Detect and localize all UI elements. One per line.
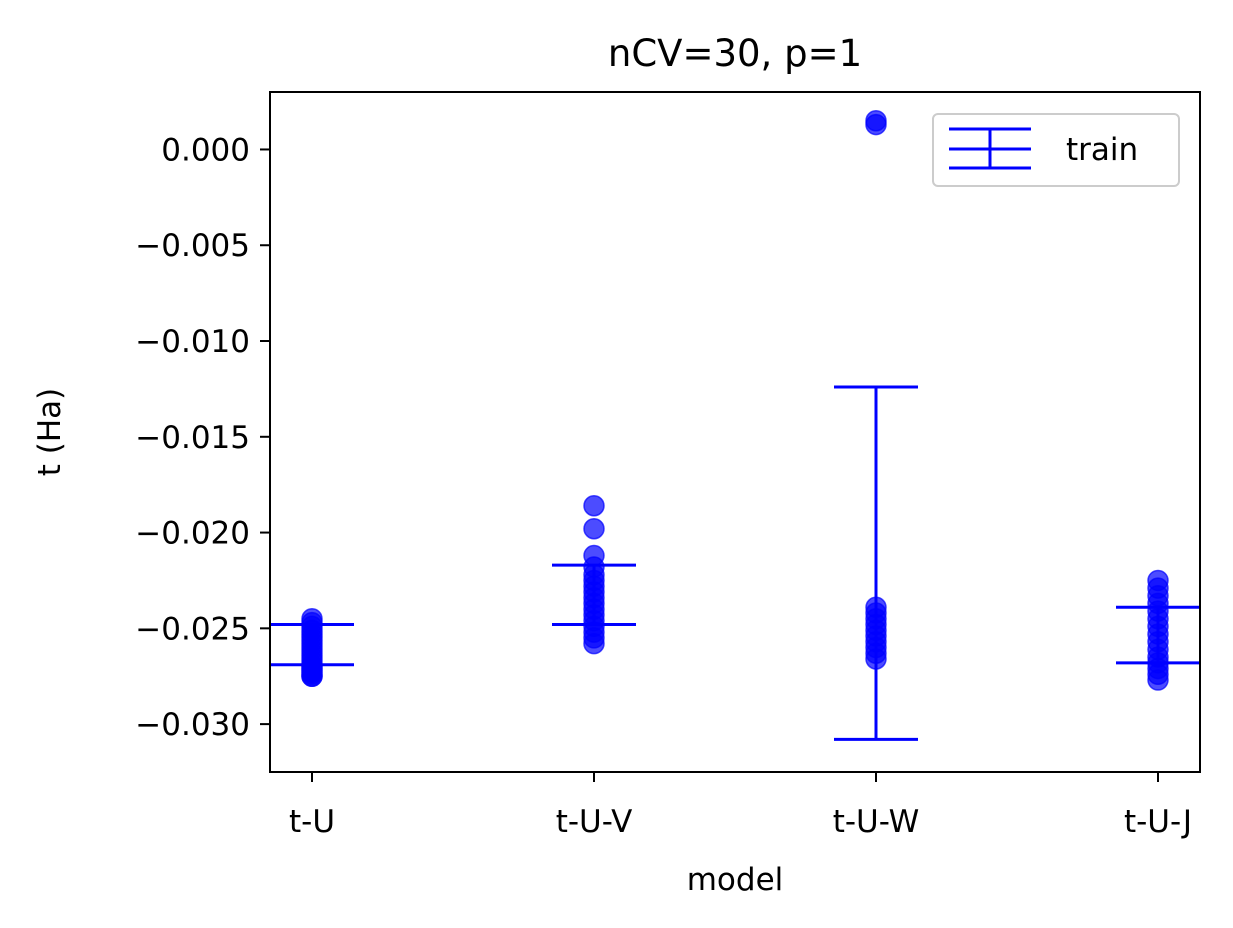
x-tick-label: t-U-V [556,804,633,840]
legend-label-train: train [1066,132,1138,168]
y-axis: 0.000 −0.005 −0.010 −0.015 −0.020 −0.025 −0.03… [135,132,270,743]
y-axis-title: t (Ha) [32,388,68,477]
legend: train [932,113,1180,187]
y-tick-label: −0.010 [135,324,250,360]
scatter-point [583,632,605,655]
y-tick-label: −0.030 [135,707,250,743]
y-tick-label: −0.015 [135,420,250,456]
legend-errorbar-icon [949,127,1031,170]
x-tick-label: t-U-W [833,804,920,840]
errorbar [834,385,918,741]
y-tick-label: −0.025 [135,611,250,647]
scatter-point [583,517,605,540]
y-tick-label: −0.020 [135,516,250,552]
errorbar [552,563,636,627]
y-tick-label: 0.000 [161,132,250,168]
scatter-point [301,665,323,687]
plot-marks [270,109,1200,741]
scatter-point [583,494,605,517]
x-axis: t-U t-U-V t-U-W t-U-J [289,772,1192,840]
x-tick-label: t-U [289,804,335,840]
scatter-point [865,113,887,136]
x-tick-label: t-U-J [1124,804,1192,840]
chart-title: nCV=30, p=1 [608,32,862,75]
errorbar [1116,605,1200,665]
y-tick-label: −0.005 [135,228,250,264]
scatter-point [1147,669,1169,691]
plot-frame [269,91,1201,773]
x-axis-title: model [687,862,784,898]
errorbar [270,623,354,667]
